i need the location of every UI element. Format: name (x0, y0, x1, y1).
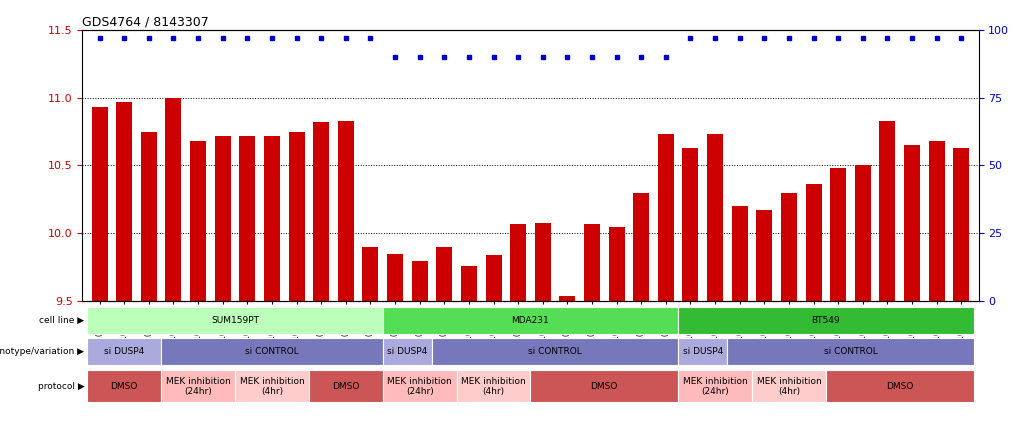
Bar (904, 145, 920, 301)
Text: DMSO: DMSO (110, 382, 138, 391)
Bar (141, 132, 157, 301)
Text: si DUSP4: si DUSP4 (683, 346, 723, 356)
Bar (633, 192, 649, 301)
Bar (510, 224, 526, 301)
Bar (338, 121, 354, 301)
Text: SUM159PT: SUM159PT (211, 316, 259, 325)
Bar (826, 371, 973, 402)
Bar (88, 307, 383, 334)
Text: protocol ▶: protocol ▶ (38, 382, 84, 391)
Text: si CONTROL: si CONTROL (245, 346, 299, 356)
Bar (288, 132, 305, 301)
Text: MDA231: MDA231 (512, 316, 549, 325)
Bar (683, 148, 698, 301)
Text: MEK inhibition
(4hr): MEK inhibition (4hr) (757, 376, 821, 396)
Text: si CONTROL: si CONTROL (528, 346, 582, 356)
Bar (437, 247, 452, 301)
Bar (658, 134, 674, 301)
Bar (412, 261, 427, 301)
Bar (92, 107, 107, 301)
Bar (855, 165, 870, 301)
Bar (88, 338, 161, 365)
Text: MEK inhibition
(4hr): MEK inhibition (4hr) (240, 376, 304, 396)
Text: si DUSP4: si DUSP4 (387, 346, 427, 356)
Bar (214, 136, 231, 301)
Text: DMSO: DMSO (886, 382, 914, 391)
Bar (678, 338, 727, 365)
Bar (535, 222, 551, 301)
Bar (456, 371, 530, 402)
Bar (460, 266, 477, 301)
Bar (166, 98, 181, 301)
Bar (485, 255, 502, 301)
Text: si DUSP4: si DUSP4 (104, 346, 144, 356)
Bar (678, 307, 973, 334)
Bar (752, 371, 826, 402)
Text: si CONTROL: si CONTROL (824, 346, 878, 356)
Bar (727, 338, 973, 365)
Bar (88, 371, 161, 402)
Text: DMSO: DMSO (332, 382, 359, 391)
Bar (805, 184, 822, 301)
Bar (116, 102, 132, 301)
Bar (161, 371, 235, 402)
Bar (235, 371, 309, 402)
Bar (432, 338, 678, 365)
Text: MEK inhibition
(4hr): MEK inhibition (4hr) (461, 376, 526, 396)
Bar (264, 136, 280, 301)
Bar (161, 338, 383, 365)
Text: BT549: BT549 (812, 316, 840, 325)
Bar (383, 307, 678, 334)
Bar (731, 206, 748, 301)
Text: genotype/variation ▶: genotype/variation ▶ (0, 346, 84, 356)
Bar (830, 168, 847, 301)
Bar (707, 134, 723, 301)
Bar (387, 254, 403, 301)
Bar (383, 338, 432, 365)
Bar (363, 247, 378, 301)
Bar (954, 148, 969, 301)
Bar (191, 141, 206, 301)
Bar (929, 141, 945, 301)
Bar (609, 227, 624, 301)
Bar (559, 296, 576, 301)
Text: MEK inhibition
(24hr): MEK inhibition (24hr) (683, 376, 748, 396)
Bar (313, 122, 330, 301)
Text: MEK inhibition
(24hr): MEK inhibition (24hr) (166, 376, 231, 396)
Bar (530, 371, 678, 402)
Bar (309, 371, 383, 402)
Bar (584, 224, 600, 301)
Bar (880, 121, 895, 301)
Text: GDS4764 / 8143307: GDS4764 / 8143307 (82, 16, 209, 28)
Text: cell line ▶: cell line ▶ (39, 316, 84, 325)
Bar (239, 136, 255, 301)
Bar (678, 371, 752, 402)
Bar (383, 371, 456, 402)
Text: MEK inhibition
(24hr): MEK inhibition (24hr) (387, 376, 452, 396)
Bar (781, 192, 797, 301)
Text: DMSO: DMSO (590, 382, 618, 391)
Bar (756, 210, 772, 301)
